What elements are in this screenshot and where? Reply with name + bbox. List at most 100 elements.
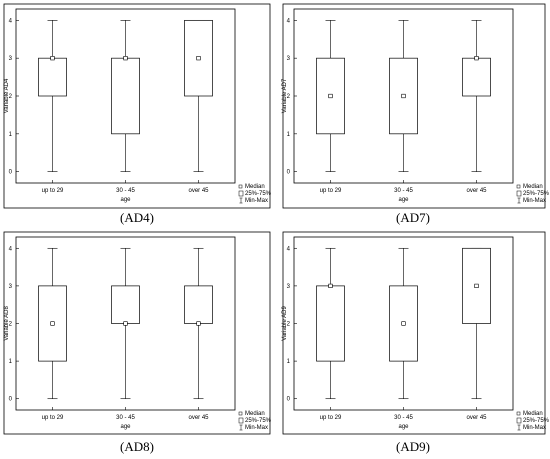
chart-panel-2: 0 1 2 3 4 up to 29 30 - 45 over 45 age Variable A… xyxy=(282,3,550,209)
legend-box-swatch xyxy=(238,417,244,424)
panel-caption: (AD8) xyxy=(120,439,154,454)
x-axis-label: age xyxy=(120,197,131,203)
x-axis-label: age xyxy=(120,424,131,430)
legend-box-label: 25%-75% xyxy=(523,191,550,197)
y-tick-label: 1 xyxy=(287,132,291,138)
x-tick-label: over 45 xyxy=(466,415,487,421)
iqr-box xyxy=(462,57,491,97)
legend-median-label: Median xyxy=(245,411,265,417)
median-marker xyxy=(401,93,406,99)
x-tick-label: over 45 xyxy=(188,188,209,194)
chart-panel-1: 0 1 2 3 4 up to 29 30 - 45 over 45 age Variable A… xyxy=(3,3,272,209)
median-marker xyxy=(196,321,201,326)
x-tick-label: up to 29 xyxy=(42,188,64,194)
legend-range-label: Min-Max xyxy=(245,198,268,204)
box-3 xyxy=(462,20,491,172)
legend-median-swatch xyxy=(238,411,243,416)
x-tick-label: up to 29 xyxy=(42,415,64,421)
y-tick-label: 0 xyxy=(287,397,291,403)
panel-frame xyxy=(282,231,546,435)
y-tick-label: 3 xyxy=(9,56,13,62)
y-tick-label: 2 xyxy=(287,322,291,328)
panel-caption: (AD9) xyxy=(396,439,430,454)
y-tick-label: 4 xyxy=(287,246,291,252)
box-1 xyxy=(316,20,345,172)
median-marker xyxy=(474,283,479,288)
y-tick-label: 2 xyxy=(287,94,291,100)
box-3 xyxy=(462,247,491,400)
legend-box-swatch xyxy=(516,417,522,424)
y-axis-label: Variable AD9 xyxy=(282,306,288,341)
y-tick-label: 2 xyxy=(9,322,13,328)
median-marker xyxy=(401,321,406,326)
panel-frame xyxy=(3,3,271,209)
legend-median-label: Median xyxy=(523,184,543,190)
y-axis-label: Variable AD7 xyxy=(282,78,288,113)
box-1 xyxy=(38,247,67,400)
box-3 xyxy=(184,19,213,172)
iqr-box xyxy=(111,285,140,324)
panel-caption: (AD7) xyxy=(396,210,430,225)
legend-median-label: Median xyxy=(523,411,543,417)
x-tick-label: over 45 xyxy=(188,415,209,421)
chart-panel-4: 0 1 2 3 4 up to 29 30 - 45 over 45 age Variable A… xyxy=(282,231,550,435)
box-2 xyxy=(389,247,418,400)
x-tick-label: 30 - 45 xyxy=(116,415,135,421)
iqr-box xyxy=(111,57,140,135)
box-3 xyxy=(184,247,213,400)
iqr-box xyxy=(184,285,213,324)
x-tick-label: 30 - 45 xyxy=(394,188,413,194)
legend-box-swatch xyxy=(238,190,244,197)
y-tick-label: 1 xyxy=(287,359,291,365)
median-marker xyxy=(50,56,55,61)
chart-panel-3: 0 1 2 3 4 up to 29 30 - 45 over 45 age Variable A… xyxy=(3,231,272,435)
box-2 xyxy=(111,247,140,400)
median-marker xyxy=(196,56,201,61)
iqr-box xyxy=(316,57,345,135)
box-1 xyxy=(316,247,345,400)
x-tick-label: over 45 xyxy=(466,188,487,194)
median-marker xyxy=(474,56,479,61)
x-axis-label: age xyxy=(398,424,409,430)
median-marker xyxy=(328,283,333,288)
legend-range-label: Min-Max xyxy=(523,425,546,431)
y-tick-label: 0 xyxy=(9,397,13,403)
box-1 xyxy=(38,20,67,172)
legend-box-label: 25%-75% xyxy=(523,418,550,424)
y-tick-label: 4 xyxy=(9,246,13,252)
y-tick-label: 0 xyxy=(9,170,13,176)
y-tick-label: 1 xyxy=(9,132,13,138)
iqr-box xyxy=(316,285,345,362)
panel-frame xyxy=(3,231,271,435)
box-2 xyxy=(389,20,418,172)
y-tick-label: 2 xyxy=(9,94,13,100)
y-axis-label: Variable AD4 xyxy=(4,78,10,113)
x-tick-label: up to 29 xyxy=(320,188,342,194)
y-tick-label: 3 xyxy=(287,56,291,62)
median-marker xyxy=(328,93,333,99)
x-axis-label: age xyxy=(398,197,409,203)
legend-range-label: Min-Max xyxy=(523,198,546,204)
legend-box-swatch xyxy=(516,190,522,197)
iqr-box xyxy=(38,57,67,97)
median-marker xyxy=(50,321,55,326)
y-axis-label: Variable AD8 xyxy=(4,306,10,341)
box-2 xyxy=(111,20,140,172)
x-tick-label: 30 - 45 xyxy=(394,415,413,421)
legend-range-label: Min-Max xyxy=(245,425,268,431)
legend-median-swatch xyxy=(516,411,521,416)
panel-caption: (AD4) xyxy=(120,210,154,225)
y-tick-label: 3 xyxy=(287,284,291,290)
y-tick-label: 4 xyxy=(287,18,291,24)
legend-box-label: 25%-75% xyxy=(245,191,272,197)
panel-frame xyxy=(282,3,546,209)
x-tick-label: up to 29 xyxy=(320,415,342,421)
y-tick-label: 0 xyxy=(287,170,291,176)
legend-median-label: Median xyxy=(245,184,265,190)
legend-median-swatch xyxy=(238,184,243,189)
legend-median-swatch xyxy=(516,184,521,189)
